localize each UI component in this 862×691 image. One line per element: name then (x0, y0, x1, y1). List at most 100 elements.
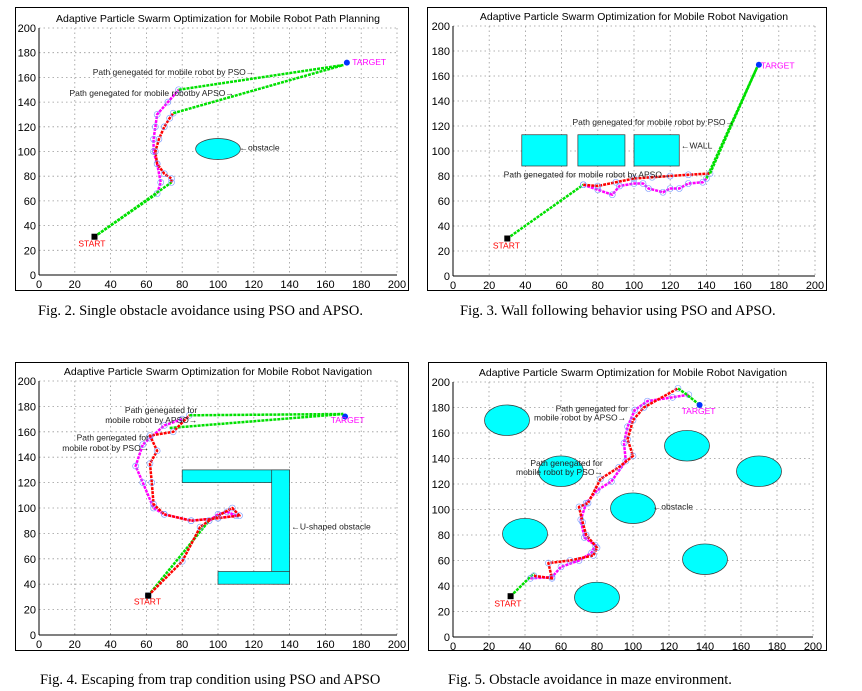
x-tick-label: 0 (450, 280, 456, 292)
y-tick-label: 180 (18, 48, 36, 60)
particle-marker (615, 464, 622, 471)
y-tick-label: 60 (438, 556, 450, 568)
figure-2-plot: Adaptive Particle Swarm Optimization for… (15, 7, 409, 291)
y-tick-label: 60 (24, 554, 36, 566)
x-tick-label: 0 (450, 641, 456, 652)
particle-marker (527, 575, 534, 582)
particle-marker (146, 432, 154, 439)
series-path (677, 387, 701, 406)
y-tick-label: 120 (18, 122, 36, 134)
y-tick-label: 160 (18, 72, 36, 84)
y-tick-label: 140 (432, 454, 450, 466)
x-tick-label: 200 (388, 279, 406, 291)
y-tick-label: 120 (18, 478, 36, 490)
particle-marker (630, 175, 638, 182)
annotation-label: Path genegated for (77, 433, 149, 443)
annotation-label: Path genegated for mobile robotby APSO→ (69, 88, 233, 98)
y-tick-label: 40 (438, 221, 450, 233)
particle-marker (590, 552, 597, 559)
annotation-label: ←WALL (681, 141, 713, 151)
y-tick-label: 20 (24, 605, 36, 617)
x-tick-label: 20 (483, 641, 495, 652)
series-path (178, 63, 344, 91)
particle-marker (148, 479, 156, 486)
particle-marker (675, 185, 683, 192)
y-tick-label: 80 (438, 530, 450, 542)
y-tick-label: 160 (18, 427, 36, 439)
particle-marker (187, 517, 195, 524)
particle-marker (164, 98, 172, 106)
x-tick-label: 120 (661, 280, 679, 292)
particle-marker (168, 179, 175, 186)
particle-marker (612, 178, 620, 186)
y-tick-label: 180 (432, 403, 450, 415)
x-tick-label: 100 (624, 641, 642, 652)
y-tick-label: 60 (24, 196, 36, 208)
obstacle-ellipse (664, 430, 710, 462)
x-tick-label: 100 (625, 280, 643, 292)
particle-marker (152, 123, 159, 131)
particle-marker (557, 563, 565, 571)
annotation-label: TARGET (352, 57, 386, 67)
target-marker (696, 401, 703, 408)
annotation-label: Path genegated for mobile robot by APSO→ (504, 169, 671, 179)
particle-marker (597, 475, 604, 483)
annotation-label: mobile robot by APSO→ (105, 415, 197, 425)
figure-5-plot: Adaptive Particle Swarm Optimization for… (428, 362, 827, 652)
obstacle-rect (521, 134, 568, 167)
y-tick-label: 60 (438, 196, 450, 208)
x-tick-label: 60 (555, 280, 567, 292)
particle-marker (139, 479, 147, 486)
particle-marker (132, 462, 139, 470)
y-tick-label: 40 (24, 579, 36, 591)
x-tick-label: 140 (280, 279, 298, 291)
particle-marker (584, 499, 592, 507)
x-tick-label: 140 (696, 641, 714, 652)
particle-marker (582, 531, 590, 539)
obstacle-ellipse (736, 455, 782, 487)
obstacle-ellipse (484, 404, 530, 436)
y-tick-label: 0 (444, 632, 450, 644)
particle-marker (594, 182, 602, 190)
series-path (509, 572, 535, 598)
chart-title: Adaptive Particle Swarm Optimization for… (56, 13, 380, 25)
x-tick-label: 60 (555, 641, 567, 652)
target-marker (342, 413, 349, 420)
particle-marker (608, 478, 615, 485)
series-path (582, 177, 708, 196)
particle-marker (196, 523, 204, 531)
y-tick-label: 40 (24, 221, 36, 233)
y-tick-label: 0 (30, 630, 36, 642)
series-path (172, 63, 344, 115)
annotation-label: ←U-shaped obstacle (291, 522, 371, 532)
x-tick-label: 180 (352, 639, 370, 651)
y-tick-label: 120 (432, 121, 450, 133)
series-path (189, 412, 344, 417)
annotation-label: ←obstacle (239, 142, 279, 152)
x-tick-label: 120 (245, 639, 263, 651)
x-tick-label: 0 (36, 639, 42, 651)
x-tick-label: 140 (280, 639, 298, 651)
annotation-label: Path genegated for (530, 458, 602, 468)
particle-marker (161, 170, 168, 178)
x-tick-label: 200 (806, 280, 824, 292)
chart-title: Adaptive Particle Swarm Optimization for… (480, 11, 788, 23)
annotation-label: START (493, 241, 520, 251)
x-tick-label: 60 (140, 279, 152, 291)
chart-title: Adaptive Particle Swarm Optimization for… (64, 366, 372, 378)
annotation-label: ←obstacle (653, 502, 693, 512)
x-tick-label: 20 (483, 280, 495, 292)
y-tick-label: 180 (432, 46, 450, 58)
particle-marker (645, 185, 652, 192)
series-path (530, 393, 689, 580)
particle-marker (622, 457, 630, 465)
obstacle-rect (271, 469, 290, 585)
x-tick-label: 160 (316, 279, 334, 291)
target-marker (343, 59, 350, 66)
y-tick-label: 200 (18, 23, 36, 35)
x-tick-label: 120 (660, 641, 678, 652)
series-path (147, 519, 211, 597)
particle-marker (161, 422, 168, 429)
particle-marker (631, 406, 639, 414)
obstacle-rect (633, 134, 680, 167)
